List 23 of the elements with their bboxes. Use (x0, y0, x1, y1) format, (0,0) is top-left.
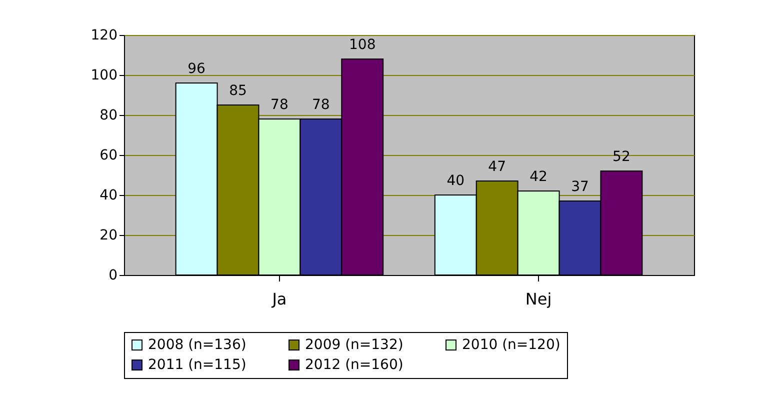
y-tick-label: 60 (100, 148, 118, 164)
y-tick-label: 120 (90, 28, 118, 44)
data-label: 108 (348, 37, 376, 53)
data-label: 42 (530, 169, 548, 185)
data-label: 78 (312, 97, 330, 113)
y-tick-label: 80 (100, 108, 118, 124)
data-label: 47 (488, 159, 506, 175)
legend-label: 2009 (n=132) (305, 337, 404, 353)
data-label: 37 (571, 179, 589, 195)
legend-label: 2010 (n=120) (462, 337, 560, 353)
data-label: 85 (229, 83, 247, 99)
x-tick-label: Nej (525, 290, 552, 308)
x-tick-label: Ja (271, 290, 287, 308)
y-tick-label: 20 (100, 228, 118, 244)
data-label: 40 (446, 173, 465, 189)
y-tick-label: 40 (100, 188, 118, 204)
legend-label: 2008 (n=136) (148, 337, 246, 353)
legend-label: 2011 (n=115) (148, 357, 246, 373)
legend-label: 2012 (n=160) (305, 357, 404, 373)
y-tick-label: 0 (108, 268, 118, 284)
data-label: 78 (270, 97, 288, 113)
data-label: 96 (188, 61, 206, 77)
y-tick-label: 100 (90, 68, 118, 84)
